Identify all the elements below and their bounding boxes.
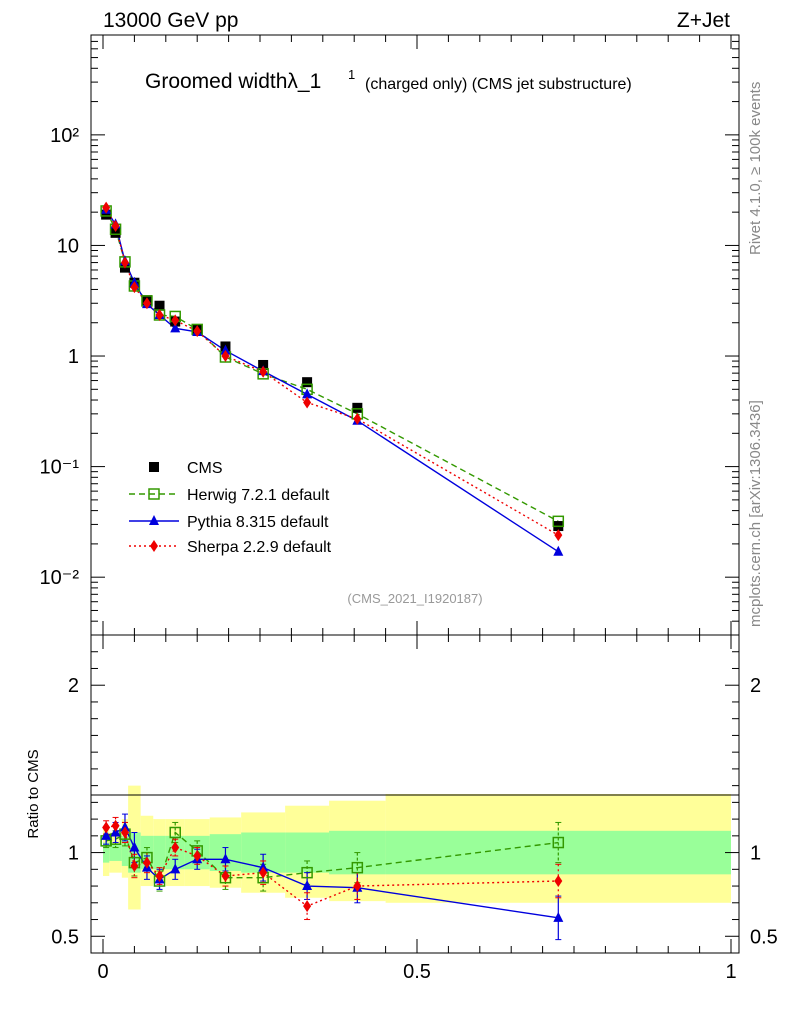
main-point-sherpa bbox=[303, 396, 312, 409]
ratio-x-tick-label: 1 bbox=[725, 961, 736, 983]
ratio-point-pythia bbox=[220, 853, 231, 864]
ratio-band-inner bbox=[109, 844, 122, 861]
ratio-y-tick-label-right: 1 bbox=[750, 843, 761, 865]
header-process-label: Z+Jet bbox=[677, 9, 730, 32]
main-point-pythia bbox=[302, 388, 313, 399]
legend: CMS Herwig 7.2.1 default Pythia 8.315 defa… bbox=[129, 460, 332, 556]
main-y-tick-label: 1 bbox=[68, 346, 79, 368]
ratio-point-sherpa bbox=[193, 849, 202, 862]
main-point-sherpa bbox=[102, 201, 111, 214]
main-point-sherpa bbox=[193, 325, 202, 338]
analysis-id-label: (CMS_2021_I1920187) bbox=[347, 591, 482, 606]
ratio-point-sherpa bbox=[554, 875, 563, 888]
ratio-y-axis-label: Ratio to CMS bbox=[25, 749, 42, 838]
legend-marker-pythia bbox=[149, 515, 159, 525]
ratio-point-herwig bbox=[552, 836, 565, 849]
main-point-sherpa bbox=[120, 256, 129, 269]
main-point-pythia bbox=[220, 344, 231, 355]
main-point-sherpa bbox=[259, 365, 268, 378]
main-point-sherpa bbox=[111, 219, 120, 232]
ratio-point-sherpa bbox=[303, 900, 312, 913]
main-point-cms bbox=[352, 402, 363, 413]
ratio-point-sherpa bbox=[120, 826, 129, 839]
main-point-cms bbox=[101, 209, 112, 220]
ratio-point-sherpa bbox=[142, 856, 151, 869]
ratio-band-inner bbox=[103, 842, 110, 863]
ratio-plot-frame bbox=[90, 634, 740, 954]
ratio-point-sherpa bbox=[102, 821, 111, 834]
main-panel: 10⁻² 10⁻¹ 1 10 10² Groomed widthλ_1 1 (charg… bbox=[40, 34, 740, 636]
main-point-cms bbox=[110, 227, 121, 238]
plot-title: Groomed widthλ_1 bbox=[145, 70, 321, 93]
ratio-point-sherpa bbox=[155, 870, 164, 883]
ratio-point-herwig bbox=[301, 866, 313, 879]
main-point-pythia bbox=[170, 322, 181, 333]
ratio-band-inner bbox=[121, 835, 129, 866]
ratio-point-pythia bbox=[553, 911, 564, 922]
ratio-x-tick-label: 0 bbox=[97, 961, 108, 983]
legend-marker-herwig bbox=[148, 488, 160, 500]
ratio-y-tick-label-right: 0.5 bbox=[750, 926, 778, 948]
ratio-point-pythia bbox=[129, 841, 140, 852]
legend-label-cms: CMS bbox=[187, 460, 223, 477]
plot-title-superscript: 1 bbox=[348, 67, 355, 82]
main-point-sherpa bbox=[171, 314, 180, 327]
legend-marker-sherpa bbox=[150, 540, 158, 552]
plot-title-suffix: (charged only) (CMS jet substructure) bbox=[365, 76, 632, 93]
ratio-point-sherpa bbox=[221, 870, 230, 883]
ratio-point-pythia bbox=[258, 861, 269, 872]
main-point-cms bbox=[154, 300, 165, 311]
main-y-tick-label: 10⁻¹ bbox=[40, 457, 80, 479]
legend-label-pythia: Pythia 8.315 default bbox=[187, 514, 329, 531]
ratio-point-sherpa bbox=[171, 841, 180, 854]
legend-label-sherpa: Sherpa 2.2.9 default bbox=[187, 539, 332, 556]
main-point-sherpa bbox=[130, 281, 139, 294]
ratio-point-pythia bbox=[101, 829, 112, 840]
ratio-point-herwig bbox=[169, 826, 181, 839]
main-line-herwig bbox=[105, 210, 559, 522]
main-point-cms bbox=[258, 359, 269, 370]
mcplots-label: mcplots.cern.ch [arXiv:1306.3436] bbox=[747, 400, 764, 627]
ratio-y-tick-label-right: 2 bbox=[750, 675, 761, 697]
main-line-pythia bbox=[105, 209, 559, 553]
ratio-point-sherpa bbox=[111, 819, 120, 832]
main-point-cms bbox=[302, 377, 313, 388]
main-point-sherpa bbox=[353, 412, 362, 425]
main-point-pythia bbox=[553, 545, 564, 556]
ratio-point-sherpa bbox=[130, 859, 139, 872]
ratio-point-pythia bbox=[170, 863, 181, 874]
main-point-sherpa bbox=[221, 350, 230, 363]
main-line-sherpa bbox=[105, 207, 559, 536]
legend-label-herwig: Herwig 7.2.1 default bbox=[187, 487, 330, 504]
ratio-band-inner bbox=[153, 835, 166, 870]
ratio-y-tick-label: 0.5 bbox=[51, 926, 79, 948]
main-point-herwig bbox=[552, 515, 565, 528]
ratio-y-tick-label: 1 bbox=[68, 843, 79, 865]
ratio-point-pythia bbox=[302, 880, 313, 891]
main-point-sherpa bbox=[554, 529, 563, 542]
header-energy-label: 13000 GeV pp bbox=[103, 9, 238, 32]
rivet-version-label: Rivet 4.1.0, ≥ 100k events bbox=[747, 82, 764, 255]
main-y-tick-label: 10 bbox=[57, 235, 79, 257]
ratio-y-tick-label: 2 bbox=[68, 675, 79, 697]
ratio-x-tick-label: 0.5 bbox=[403, 961, 431, 983]
main-point-sherpa bbox=[155, 308, 164, 321]
ratio-point-pythia bbox=[119, 821, 130, 832]
main-point-sherpa bbox=[142, 297, 151, 310]
ratio-point-herwig bbox=[351, 861, 364, 874]
ratio-point-sherpa bbox=[259, 866, 268, 879]
ratio-panel: 0.5 0.5 1 1 2 2 0 0.5 1 Ratio to CMS bbox=[25, 634, 778, 983]
main-y-tick-label: 10² bbox=[50, 125, 79, 147]
legend-marker-cms bbox=[149, 462, 159, 472]
ratio-point-sherpa bbox=[353, 880, 362, 893]
main-y-tick-label: 10⁻² bbox=[40, 567, 80, 589]
